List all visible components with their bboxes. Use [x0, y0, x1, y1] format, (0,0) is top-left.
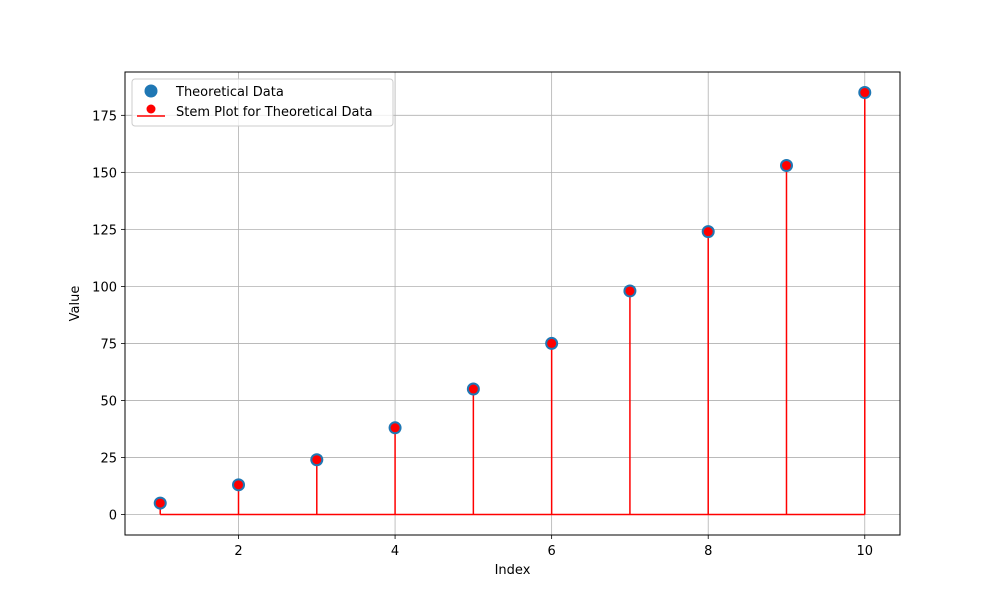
y-axis-label: Value: [68, 286, 83, 322]
y-tick-label: 150: [92, 166, 117, 181]
stem-marker: [155, 498, 165, 508]
plot-frame: [124, 71, 901, 536]
y-tick-label: 125: [92, 223, 117, 238]
x-tick-label: 8: [704, 544, 712, 559]
y-tick-label: 75: [100, 337, 117, 352]
stem-marker: [781, 161, 791, 171]
x-tick-label: 4: [391, 544, 399, 559]
marker-series: [153, 86, 872, 510]
stem-marker: [625, 286, 635, 296]
legend-scatter-marker: [144, 84, 158, 98]
y-tick-label: 0: [109, 508, 117, 523]
stem-series: [159, 92, 866, 516]
y-tick-label: 175: [92, 109, 117, 124]
y-tick-label: 25: [100, 451, 117, 466]
y-tick-label: 100: [92, 280, 117, 295]
y-tick-label: 50: [100, 394, 117, 409]
stem-marker: [547, 338, 557, 348]
stem-marker: [312, 455, 322, 465]
stem-marker: [390, 423, 400, 433]
legend-box: [131, 78, 394, 127]
stem-marker: [860, 88, 870, 98]
x-axis-label: Index: [495, 563, 531, 578]
legend: Theoretical Data Stem Plot for Theoretic…: [131, 78, 394, 127]
grid: [125, 72, 900, 535]
stem-marker: [468, 384, 478, 394]
x-tick-label: 6: [548, 544, 556, 559]
x-tick-label: 2: [234, 544, 242, 559]
stem-marker: [703, 227, 713, 237]
stem-marker: [234, 480, 244, 490]
legend-label-theoretical-data: Theoretical Data: [175, 85, 284, 100]
legend-label-stem-plot: Stem Plot for Theoretical Data: [176, 105, 373, 120]
x-tick-label: 10: [856, 544, 873, 559]
legend-stem-marker: [146, 104, 156, 114]
